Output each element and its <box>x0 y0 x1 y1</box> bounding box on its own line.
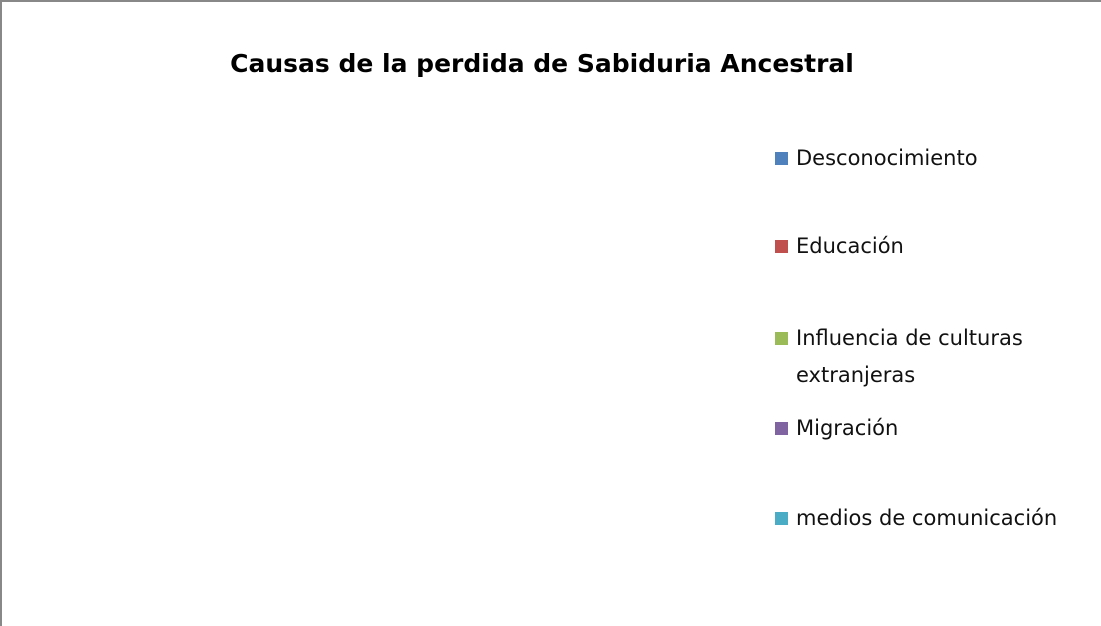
legend-item: Migración <box>775 410 1085 447</box>
legend-label: Desconocimiento <box>796 146 978 170</box>
legend-item: Influencia de culturas extranjeras <box>775 320 1085 394</box>
chart-title: Causas de la perdida de Sabiduria Ancest… <box>230 49 854 78</box>
legend-item: medios de comunicación <box>775 500 1085 537</box>
legend-label: Educación <box>796 234 904 258</box>
legend-label: Migración <box>796 416 899 440</box>
legend-label: Influencia de culturas extranjeras <box>796 326 1023 387</box>
legend-item: Educación <box>775 228 1085 265</box>
legend-swatch <box>775 422 788 435</box>
legend-label: medios de comunicación <box>796 506 1058 530</box>
legend-swatch <box>775 512 788 525</box>
legend-swatch <box>775 332 788 345</box>
legend-swatch <box>775 152 788 165</box>
legend-item: Desconocimiento <box>775 140 1085 177</box>
legend-swatch <box>775 240 788 253</box>
